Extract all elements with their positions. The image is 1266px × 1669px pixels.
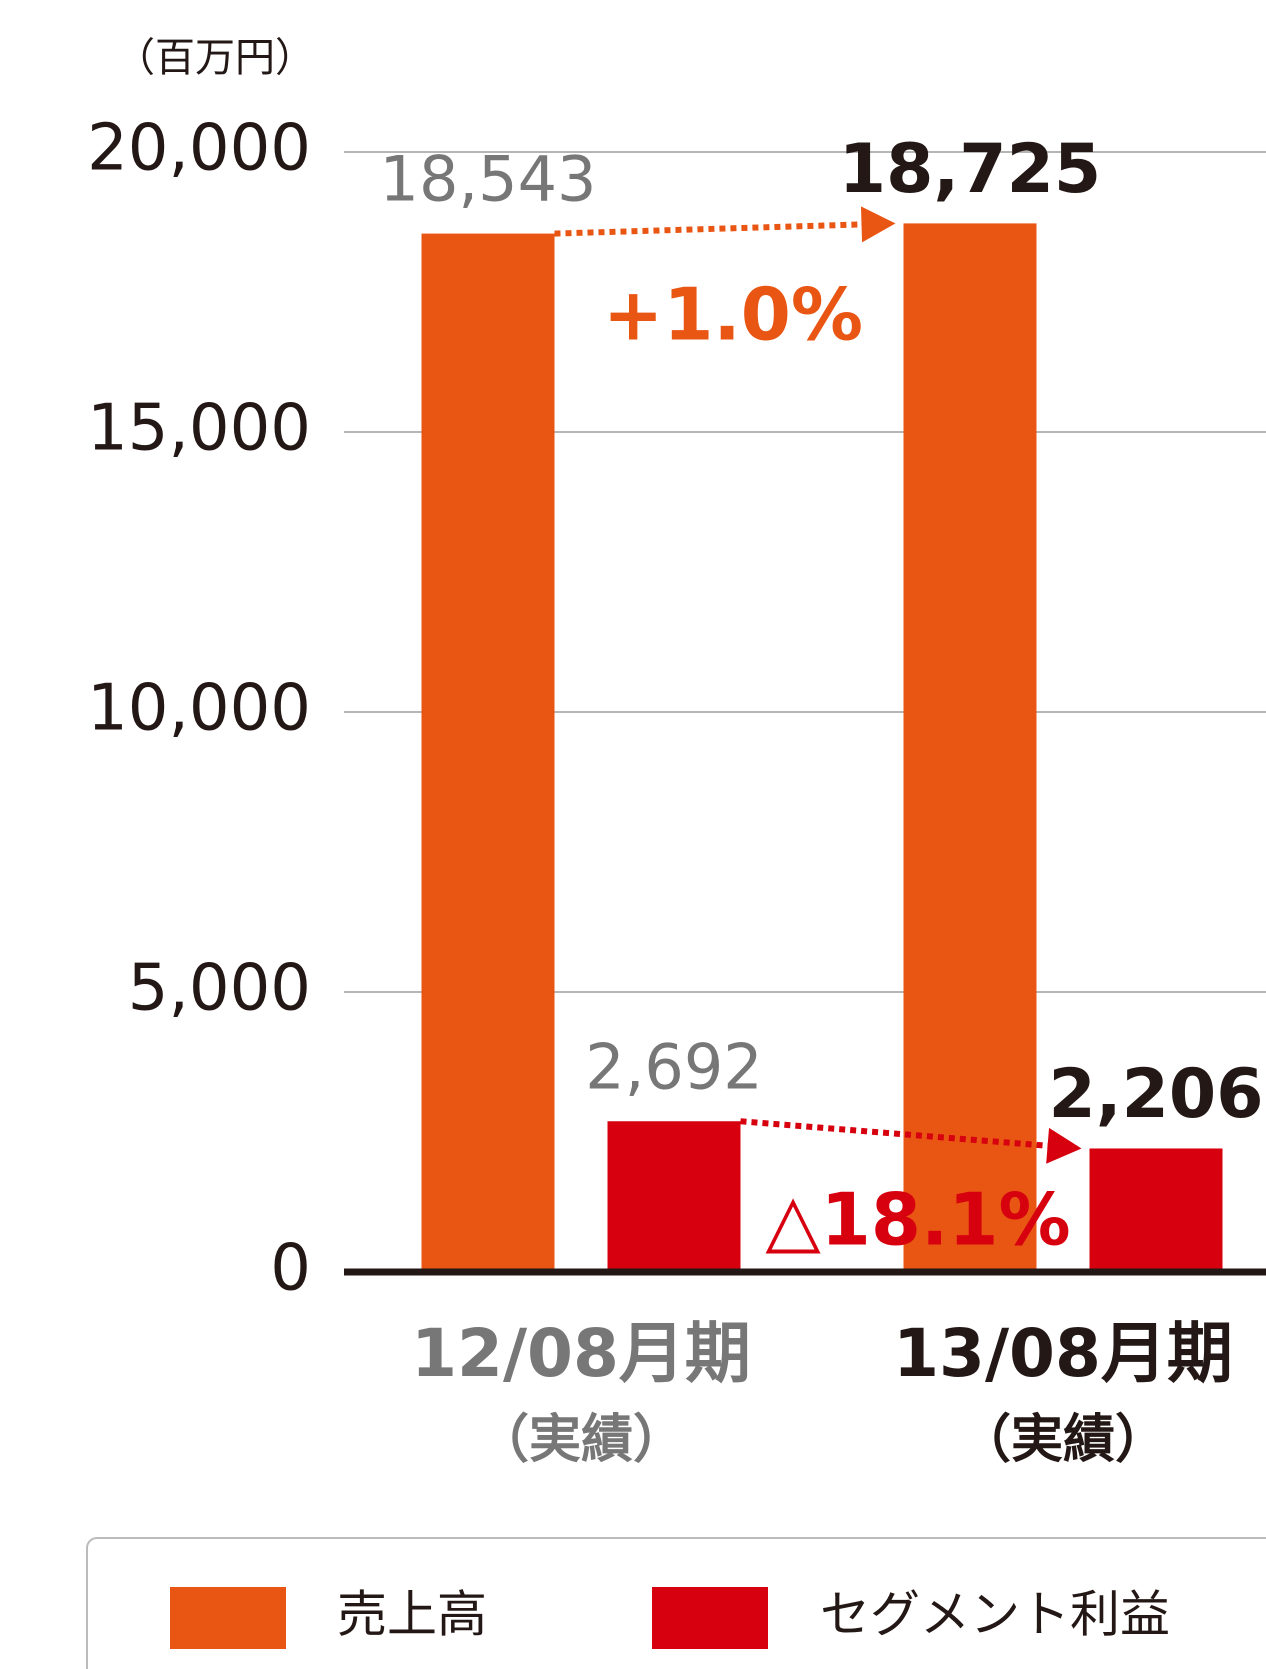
- x-tick-label: 13/08月期: [893, 1315, 1233, 1392]
- y-axis-unit: （百万円）: [115, 35, 315, 81]
- bar: [421, 233, 555, 1272]
- y-tick-label: 10,000: [87, 672, 311, 746]
- bar: [903, 223, 1037, 1272]
- y-tick-label: 15,000: [87, 392, 311, 466]
- bar: [1089, 1148, 1223, 1272]
- change-arrow: [740, 1118, 1054, 1150]
- legend-swatch: [652, 1587, 768, 1649]
- y-tick-label: 0: [270, 1232, 311, 1306]
- x-tick-label: 12/08月期: [411, 1315, 751, 1392]
- arrow-head: [860, 206, 896, 243]
- change-arrow: [554, 221, 868, 237]
- y-tick-label: 20,000: [87, 112, 311, 186]
- legend-label: セグメント利益: [820, 1586, 1170, 1644]
- legend-label: 売上高: [337, 1586, 487, 1644]
- bar: [607, 1121, 741, 1272]
- y-tick-label: 5,000: [128, 952, 311, 1026]
- value-label: 18,725: [839, 130, 1101, 209]
- arrow-head: [1046, 1127, 1082, 1164]
- change-annotation: +1.0%: [603, 273, 863, 357]
- x-tick-sublabel: （実績）: [477, 1410, 685, 1470]
- value-label: 2,206: [1048, 1055, 1263, 1134]
- legend-swatch: [170, 1587, 286, 1649]
- value-label: 18,543: [380, 143, 597, 216]
- x-tick-sublabel: （実績）: [959, 1410, 1167, 1470]
- change-annotation: △18.1%: [765, 1178, 1070, 1262]
- value-label: 2,692: [585, 1030, 763, 1103]
